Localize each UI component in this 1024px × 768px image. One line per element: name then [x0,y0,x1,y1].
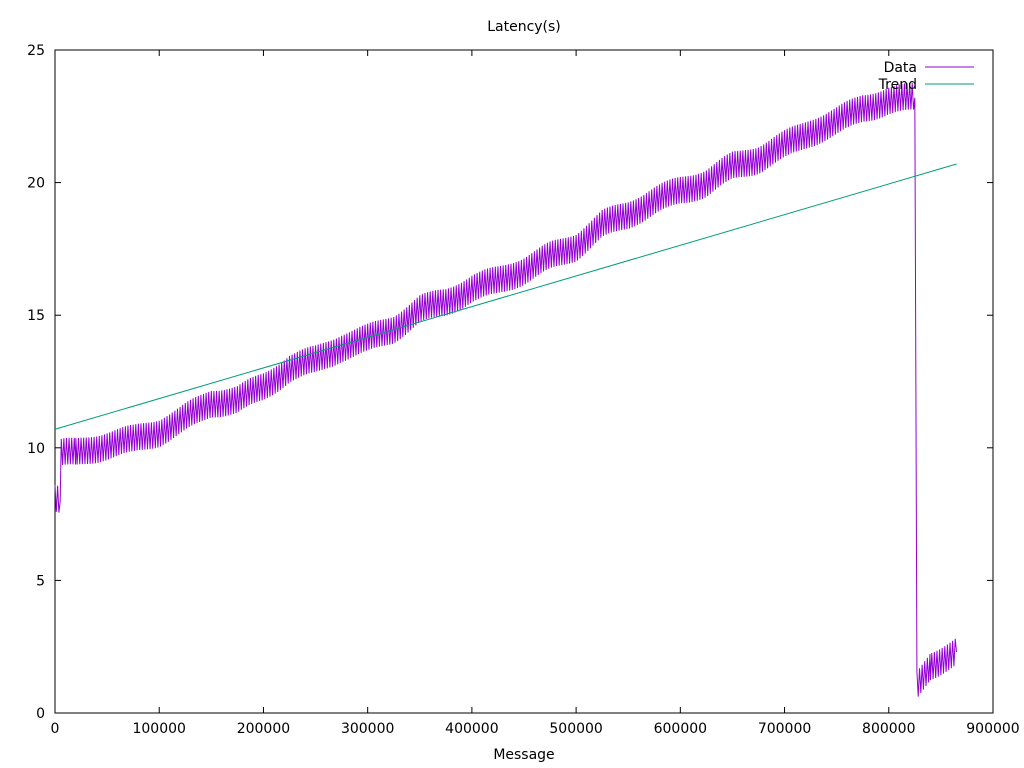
y-tick-label: 10 [27,441,45,457]
x-tick-label: 400000 [445,721,498,737]
y-tick-label: 20 [27,176,45,192]
x-axis-ticks: 0 100000 200000 300000 400000 500000 600000 700… [51,50,1020,737]
series-line-data [54,82,958,697]
x-axis-title: Message [493,747,554,763]
y-tick-label: 25 [27,43,45,59]
plot-frame [54,49,994,714]
series-line-trend [54,163,957,430]
x-tick-label: 700000 [758,721,811,737]
legend-label-data: Data [884,60,917,76]
x-tick-label: 500000 [549,721,602,737]
x-tick-label: 800000 [862,721,915,737]
y-tick-label: 15 [27,308,45,324]
y-tick-label: 5 [36,573,45,589]
legend-label-trend: Trend [878,77,917,93]
x-tick-label: 300000 [341,721,394,737]
x-tick-label: 0 [51,721,60,737]
chart-title: Latency(s) [487,19,561,35]
y-tick-label: 0 [36,706,45,722]
x-tick-label: 900000 [966,721,1019,737]
series-layer [54,82,958,697]
x-tick-label: 100000 [132,721,185,737]
y-axis-ticks: 0 5 10 15 20 25 [27,43,993,722]
x-tick-label: 200000 [237,721,290,737]
x-tick-label: 600000 [654,721,707,737]
